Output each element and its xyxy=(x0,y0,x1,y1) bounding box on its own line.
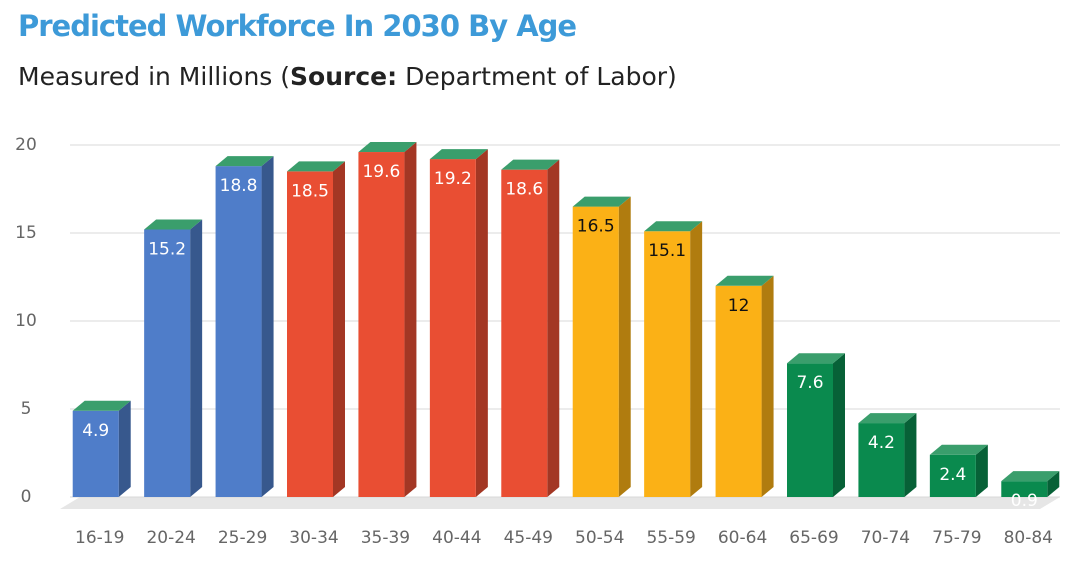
y-tick-label: 0 xyxy=(21,487,32,507)
x-tick-label: 20-24 xyxy=(146,528,195,548)
bar-side xyxy=(761,275,774,497)
bar-side xyxy=(118,400,131,497)
value-label: 18.8 xyxy=(220,176,258,196)
value-label: 12 xyxy=(728,296,750,316)
bar-top xyxy=(144,219,203,230)
bar-top xyxy=(644,221,703,232)
bar xyxy=(644,221,703,498)
x-tick-label: 70-74 xyxy=(861,528,910,548)
value-label: 15.2 xyxy=(148,239,186,259)
y-tick-label: 15 xyxy=(15,223,37,243)
y-tick-label: 5 xyxy=(21,399,32,419)
x-tick-label: 40-44 xyxy=(432,528,481,548)
floor xyxy=(60,497,1060,509)
value-label: 19.6 xyxy=(362,162,400,182)
bar xyxy=(572,196,631,497)
bar-top xyxy=(215,156,274,167)
bar-top xyxy=(1001,471,1060,482)
value-label: 18.5 xyxy=(291,181,329,201)
y-tick-label: 20 xyxy=(15,135,37,155)
bar-side xyxy=(690,221,703,498)
bar-side xyxy=(404,142,417,498)
bar-side xyxy=(190,219,203,498)
x-tick-label: 45-49 xyxy=(504,528,553,548)
value-label: 18.6 xyxy=(505,180,543,200)
x-tick-label: 65-69 xyxy=(789,528,838,548)
x-tick-label: 55-59 xyxy=(646,528,695,548)
bar xyxy=(929,444,988,497)
x-tick-label: 80-84 xyxy=(1004,528,1053,548)
bar-front xyxy=(858,423,905,497)
bar xyxy=(715,275,774,497)
bar xyxy=(787,353,845,497)
bar xyxy=(858,413,917,497)
bar xyxy=(215,156,274,497)
bar-front xyxy=(1001,481,1048,497)
bar-side xyxy=(904,413,917,497)
bar-side xyxy=(1047,471,1060,497)
x-tick-label: 50-54 xyxy=(575,528,624,548)
bar-front xyxy=(572,206,619,497)
bar-front xyxy=(287,171,333,497)
bar-top xyxy=(358,142,417,153)
x-tick-label: 25-29 xyxy=(218,528,267,548)
bar-side xyxy=(261,156,274,497)
bar-top xyxy=(572,196,631,207)
bar-top xyxy=(715,275,774,286)
value-label: 16.5 xyxy=(577,217,615,237)
bar xyxy=(144,219,203,498)
x-tick-label: 60-64 xyxy=(718,528,767,548)
bar-front xyxy=(715,285,762,497)
chart-subtitle: Measured in Millions (Source: Department… xyxy=(18,62,677,91)
bar-front xyxy=(644,231,691,498)
bar xyxy=(429,149,488,497)
x-tick-label: 16-19 xyxy=(75,528,124,548)
bar xyxy=(287,161,345,497)
bar-side xyxy=(833,353,845,497)
bar xyxy=(358,142,417,498)
bar-top xyxy=(287,161,345,172)
bar-front xyxy=(787,363,833,497)
subtitle-text: Department of Labor) xyxy=(397,62,677,91)
bar xyxy=(1001,471,1060,497)
bar-front xyxy=(501,169,548,497)
value-label: 19.2 xyxy=(434,169,472,189)
bar-front xyxy=(215,166,262,497)
bar-side xyxy=(618,196,631,497)
bar xyxy=(501,159,560,497)
x-tick-label: 35-39 xyxy=(361,528,410,548)
y-tick-label: 10 xyxy=(15,311,37,331)
bar-top xyxy=(72,400,131,411)
value-label: 4.2 xyxy=(868,433,895,453)
value-label: 2.4 xyxy=(939,465,966,485)
subtitle-text: Measured in Millions ( xyxy=(18,62,290,91)
value-label: 15.1 xyxy=(648,241,686,261)
value-label: 0.9 xyxy=(1011,491,1038,511)
bar-side xyxy=(547,159,560,497)
bar-front xyxy=(72,410,119,497)
value-label: 7.6 xyxy=(796,373,823,393)
x-tick-label: 75-79 xyxy=(932,528,981,548)
bar xyxy=(72,400,131,497)
bar-top xyxy=(787,353,845,364)
bar-side xyxy=(333,161,345,497)
bar-front xyxy=(929,454,976,497)
bar-front xyxy=(358,152,405,498)
bar-top xyxy=(501,159,560,170)
bar-front xyxy=(144,229,191,498)
bar-top xyxy=(858,413,917,424)
bar-top xyxy=(929,444,988,455)
bar-side xyxy=(475,149,488,497)
x-tick-label: 30-34 xyxy=(289,528,338,548)
bar-front xyxy=(429,159,476,497)
bar-top xyxy=(429,149,488,160)
value-label: 4.9 xyxy=(82,421,109,441)
chart-title: Predicted Workforce In 2030 By Age xyxy=(18,9,576,43)
bar-side xyxy=(975,444,988,497)
subtitle-bold: Source: xyxy=(290,62,397,91)
